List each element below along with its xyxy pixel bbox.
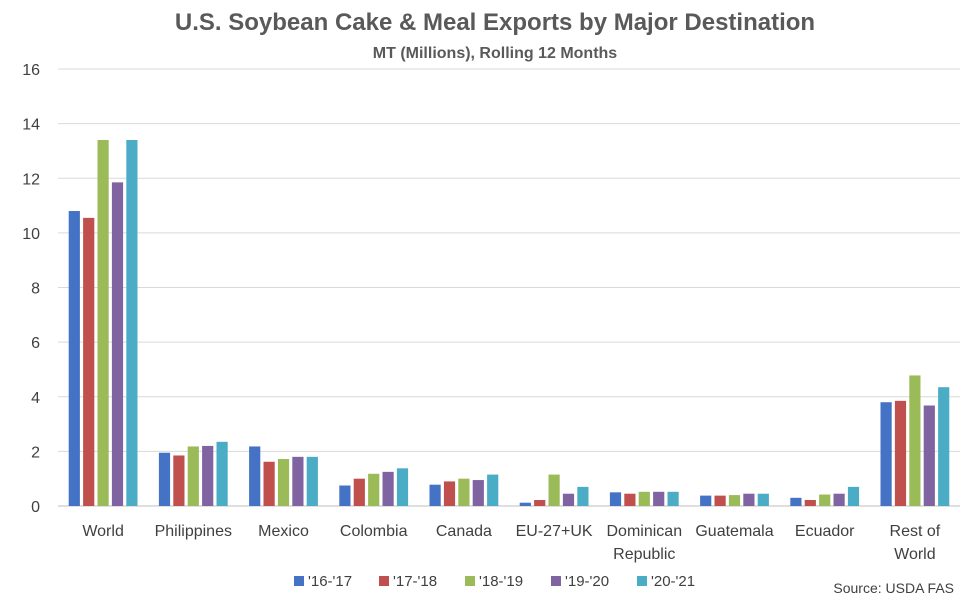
bar [173,455,185,506]
category-label: Ecuador [795,523,855,540]
gridlines [58,68,960,507]
bar [111,182,124,507]
category-label: Dominican Republic [607,523,683,563]
legend-label: '16-'17 [308,573,352,590]
category-label: Canada [436,523,492,540]
bar [382,471,394,506]
bar [833,493,845,506]
bars [68,140,950,507]
bar [458,478,470,506]
bar [757,493,769,506]
bar [638,491,650,506]
bar [923,405,935,506]
bar [249,446,261,506]
category-label: Colombia [340,523,408,540]
y-tick-label: 14 [22,117,40,134]
bar [368,473,380,506]
legend: '16-'17 '17-'18 '18-'19 '19-'20 '20-'21 [294,573,695,590]
legend-label: '17-'18 [393,573,437,590]
bar [429,484,441,506]
bar [847,486,860,506]
category-label: Philippines [155,523,232,540]
bar [68,211,80,506]
bar [263,461,275,506]
y-tick-label: 10 [22,226,40,243]
legend-swatch [379,576,389,586]
category-label: Rest of World [890,523,941,563]
category-labels: World Philippines Mexico Colombia Canada EU-2… [82,523,940,563]
bar [202,445,214,506]
bar [743,493,755,506]
bar [714,495,726,506]
bar [443,481,456,506]
bar [562,493,575,506]
bar [909,375,921,506]
bar [728,495,741,506]
legend-swatch [294,576,304,586]
bar [97,140,109,506]
bar [700,495,712,506]
y-tick-label: 12 [22,171,40,188]
y-axis-ticks: 0 2 4 6 8 10 12 14 16 [22,62,40,516]
bar [126,140,138,506]
bar [83,217,95,506]
chart-title: U.S. Soybean Cake & Meal Exports by Majo… [175,9,815,36]
bar [790,497,802,506]
bar [938,387,950,506]
bar [534,499,546,506]
bar [216,441,228,506]
bar [548,474,560,506]
chart-subtitle: MT (Millions), Rolling 12 Months [373,45,618,62]
y-tick-label: 16 [22,62,40,79]
category-label: World [82,523,124,540]
bar [396,468,409,506]
bar [306,456,318,506]
category-label: Mexico [258,523,309,540]
bar [487,474,499,506]
source-note: Source: USDA FAS [833,580,954,596]
legend-label: '19-'20 [565,573,609,590]
y-tick-label: 2 [31,444,40,461]
legend-label: '20-'21 [651,573,695,590]
category-label: Guatemala [695,523,773,540]
y-tick-label: 4 [31,390,40,407]
bar [158,452,171,506]
bar [339,485,351,506]
bar [353,478,365,506]
category-label: EU-27+UK [516,523,593,540]
y-tick-label: 8 [31,281,40,298]
bar [894,400,907,506]
bar [804,499,816,506]
bar [472,480,484,506]
bar [292,456,304,506]
y-tick-label: 0 [31,499,40,516]
bar [667,491,679,506]
legend-label: '18-'19 [479,573,523,590]
bar [653,491,665,506]
legend-swatch [551,576,561,586]
bar [880,402,892,506]
legend-swatch [465,576,475,586]
bar [187,446,199,506]
bar [624,493,636,506]
y-tick-label: 6 [31,335,40,352]
legend-swatch [637,576,647,586]
bar [277,459,290,506]
bar [609,492,622,506]
bar [519,502,531,506]
bar [577,486,589,506]
bar [819,494,831,506]
